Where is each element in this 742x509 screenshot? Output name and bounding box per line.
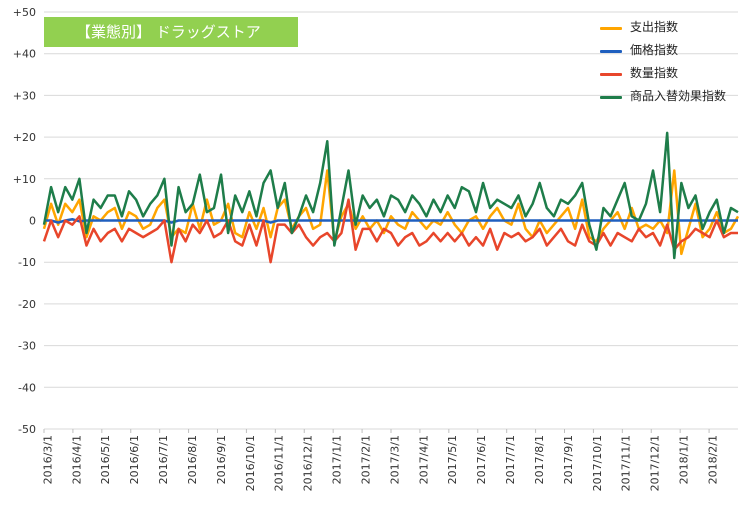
y-tick-label: +30 — [13, 89, 36, 102]
x-tick-label: 2017/11/1 — [620, 435, 633, 491]
legend-label-assortment-effect: 商品入替効果指数 — [630, 89, 727, 103]
legend-label-expenditure: 支出指数 — [630, 20, 679, 34]
y-tick-label: -50 — [18, 423, 36, 436]
legend: 支出指数 価格指数 数量指数 商品入替効果指数 — [600, 14, 735, 106]
legend-item-expenditure: 支出指数 — [600, 14, 735, 37]
legend-item-price: 価格指数 — [600, 37, 735, 60]
series-lines — [42, 131, 740, 264]
y-tick-label: -40 — [18, 381, 36, 394]
x-tick-label: 2017/5/1 — [446, 435, 459, 484]
y-tick-label: +40 — [13, 48, 36, 61]
series-line-assortment-effect — [42, 131, 739, 260]
x-tick-label: 2017/10/1 — [591, 435, 604, 491]
y-tick-label: 0 — [29, 215, 36, 228]
x-tick-label: 2016/7/1 — [157, 435, 170, 484]
y-tick-label: -20 — [18, 298, 36, 311]
x-tick-label: 2018/1/1 — [678, 435, 691, 484]
x-axis-ticks: 2016/3/1 2016/4/1 2016/5/1 2016/6/1 2016/7/1… — [41, 429, 719, 491]
legend-item-assortment-effect: 商品入替効果指数 — [600, 83, 735, 106]
x-tick-label: 2017/9/1 — [562, 435, 575, 484]
series-line-quantity — [42, 198, 738, 264]
legend-label-quantity: 数量指数 — [630, 66, 679, 80]
x-tick-label: 2017/7/1 — [504, 435, 517, 484]
x-tick-label: 2016/8/1 — [186, 435, 199, 484]
legend-swatch-expenditure — [600, 27, 622, 30]
x-tick-label: 2016/9/1 — [215, 435, 228, 484]
legend-item-quantity: 数量指数 — [600, 60, 735, 83]
x-tick-label: 2017/3/1 — [388, 435, 401, 484]
x-tick-label: 2016/3/1 — [41, 435, 54, 484]
y-tick-label: +20 — [13, 131, 36, 144]
x-tick-label: 2016/5/1 — [99, 435, 112, 484]
y-axis-ticks: +50 +40 +30 +20 +10 0 -10 -20 -30 -40 -50 — [13, 6, 36, 436]
legend-swatch-price — [600, 50, 622, 53]
chart-title: 【業態別】 ドラッグストア — [44, 17, 298, 47]
x-tick-label: 2016/12/1 — [302, 435, 315, 491]
y-tick-label: -10 — [18, 256, 36, 269]
x-tick-label: 2017/2/1 — [359, 435, 372, 484]
series-line-expenditure — [42, 169, 740, 256]
legend-swatch-quantity — [600, 73, 622, 76]
x-tick-label: 2016/6/1 — [128, 435, 141, 484]
y-tick-label: +10 — [13, 173, 36, 186]
y-tick-label: +50 — [13, 6, 36, 19]
x-tick-label: 2017/8/1 — [533, 435, 546, 484]
x-tick-label: 2017/12/1 — [649, 435, 662, 491]
y-tick-label: -30 — [18, 340, 36, 353]
x-tick-label: 2016/10/1 — [244, 435, 257, 491]
x-tick-label: 2017/1/1 — [331, 435, 344, 484]
legend-label-price: 価格指数 — [630, 43, 679, 57]
x-tick-label: 2017/6/1 — [475, 435, 488, 484]
x-tick-label: 2016/4/1 — [70, 435, 83, 484]
legend-swatch-assortment-effect — [600, 96, 622, 99]
x-tick-label: 2016/11/1 — [273, 435, 286, 491]
x-tick-label: 2018/2/1 — [706, 435, 719, 484]
series-line-price — [44, 218, 738, 224]
x-tick-label: 2017/4/1 — [417, 435, 430, 484]
